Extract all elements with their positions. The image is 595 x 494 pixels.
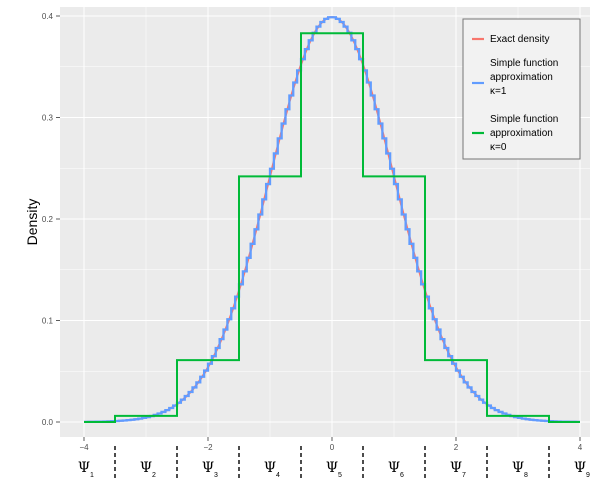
x-tick-label: 0 xyxy=(330,443,335,452)
legend-label: Exact density xyxy=(490,34,549,45)
y-axis-title: Density xyxy=(24,199,40,246)
legend-label: Simple function xyxy=(490,58,558,69)
legend-label: Simple function xyxy=(490,114,558,125)
partition-label-subscript: 4 xyxy=(276,472,280,479)
x-tick-label: −4 xyxy=(79,443,89,452)
legend-label: κ=1 xyxy=(490,86,507,97)
legend-label: approximation xyxy=(490,72,553,83)
x-axis: −4 −2 0 2 4 xyxy=(79,437,583,452)
partition-label-subscript: 5 xyxy=(338,472,342,479)
partition-label: Ψ xyxy=(574,460,586,476)
partition-label: Ψ xyxy=(140,460,152,476)
partition-label-subscript: 7 xyxy=(462,472,466,479)
partition-label: Ψ xyxy=(512,460,524,476)
partition-label-subscript: 6 xyxy=(400,472,404,479)
partition-label-subscript: 3 xyxy=(214,472,218,479)
x-tick-label: 4 xyxy=(578,443,583,452)
partition-label: Ψ xyxy=(388,460,400,476)
partition-label-subscript: 1 xyxy=(90,472,94,479)
series-step-kappa-1 xyxy=(84,16,580,423)
series-layer xyxy=(83,16,581,423)
partition-label: Ψ xyxy=(78,460,90,476)
partition-label: Ψ xyxy=(450,460,462,476)
partition-label-subscript: 9 xyxy=(586,472,590,479)
partition-label-subscript: 8 xyxy=(524,472,528,479)
y-tick-label: 0.0 xyxy=(42,418,54,427)
y-axis: 0.0 0.1 0.2 0.3 0.4 xyxy=(42,12,60,427)
y-tick-label: 0.3 xyxy=(42,114,54,123)
partition-label: Ψ xyxy=(202,460,214,476)
x-tick-label: −2 xyxy=(203,443,213,452)
series-step-kappa-0 xyxy=(84,32,580,423)
legend: Exact density Simple function approximatio… xyxy=(462,18,581,160)
partition-label-subscript: 2 xyxy=(152,472,156,479)
partition-label: Ψ xyxy=(264,460,276,476)
legend-box xyxy=(462,18,581,160)
y-tick-label: 0.2 xyxy=(42,215,54,224)
y-tick-label: 0.4 xyxy=(42,12,54,21)
y-tick-label: 0.1 xyxy=(42,317,54,326)
legend-label: approximation xyxy=(490,128,553,139)
partition-label: Ψ xyxy=(326,460,338,476)
x-tick-label: 2 xyxy=(454,443,459,452)
legend-label: κ=0 xyxy=(490,142,507,153)
